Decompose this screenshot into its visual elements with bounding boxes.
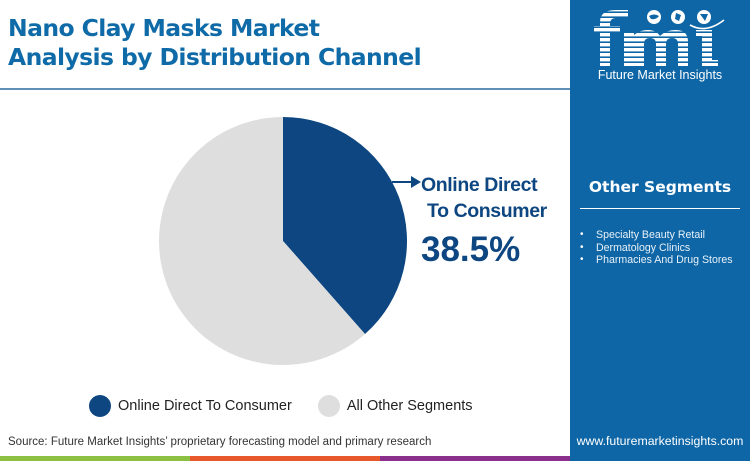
fmi-logo-icon xyxy=(594,10,725,66)
bullet-icon: • xyxy=(580,241,584,253)
segments-divider xyxy=(580,208,740,209)
legend-item-online-direct: Online Direct To Consumer xyxy=(89,395,292,417)
pie-slice-all-other-segments xyxy=(159,117,366,365)
callout-label-line-1: Online Direct xyxy=(421,174,538,196)
arrow-right-icon xyxy=(392,176,421,188)
legend-label: Online Direct To Consumer xyxy=(118,398,292,414)
callout-value: 38.5% xyxy=(421,230,521,269)
title-divider xyxy=(0,88,570,90)
segment-item: • Pharmacies And Drug Stores xyxy=(580,254,733,267)
footer-stripe-green xyxy=(0,456,190,461)
sidebar-panel: Future Market Insights Other Segments • S… xyxy=(570,0,750,461)
segment-item: • Specialty Beauty Retail xyxy=(580,229,733,242)
segment-label: Dermatology Clinics xyxy=(596,241,691,254)
segment-label: Specialty Beauty Retail xyxy=(596,229,705,241)
other-segments-list: • Specialty Beauty Retail • Dermatology Cl… xyxy=(580,229,733,267)
website-url[interactable]: www.futuremarketinsights.com xyxy=(576,434,744,448)
segment-item: • Dermatology Clinics xyxy=(580,242,733,255)
other-segments-title: Other Segments xyxy=(588,178,732,196)
callout-label: Online Direct To Consumer xyxy=(421,172,571,224)
pie-slice-online-direct-to-consumer xyxy=(283,117,407,335)
bullet-icon: • xyxy=(580,229,584,240)
bullet-icon: • xyxy=(580,254,584,265)
title-line-2: Analysis by Distribution Channel xyxy=(8,43,422,71)
legend-swatch-all-other xyxy=(317,395,340,417)
title-line-1: Nano Clay Masks Market xyxy=(8,14,320,42)
source-note: Source: Future Market Insights’ propriet… xyxy=(8,436,432,448)
legend-label: All Other Segments xyxy=(346,398,473,414)
footer-stripe-orange xyxy=(190,456,380,461)
callout-label-line-2: To Consumer xyxy=(427,200,547,222)
logo-subtitle: Future Market Insights xyxy=(597,68,723,82)
chart-legend: Online Direct To Consumer All Other Segm… xyxy=(89,395,499,417)
segment-label: Pharmacies And Drug Stores xyxy=(596,254,733,266)
legend-swatch-online-direct xyxy=(89,395,111,417)
pie-chart xyxy=(159,117,407,365)
chart-title: Nano Clay Masks Market Analysis by Distr… xyxy=(8,14,563,72)
legend-item-all-other: All Other Segments xyxy=(317,395,473,417)
footer-stripe-purple xyxy=(380,456,570,461)
